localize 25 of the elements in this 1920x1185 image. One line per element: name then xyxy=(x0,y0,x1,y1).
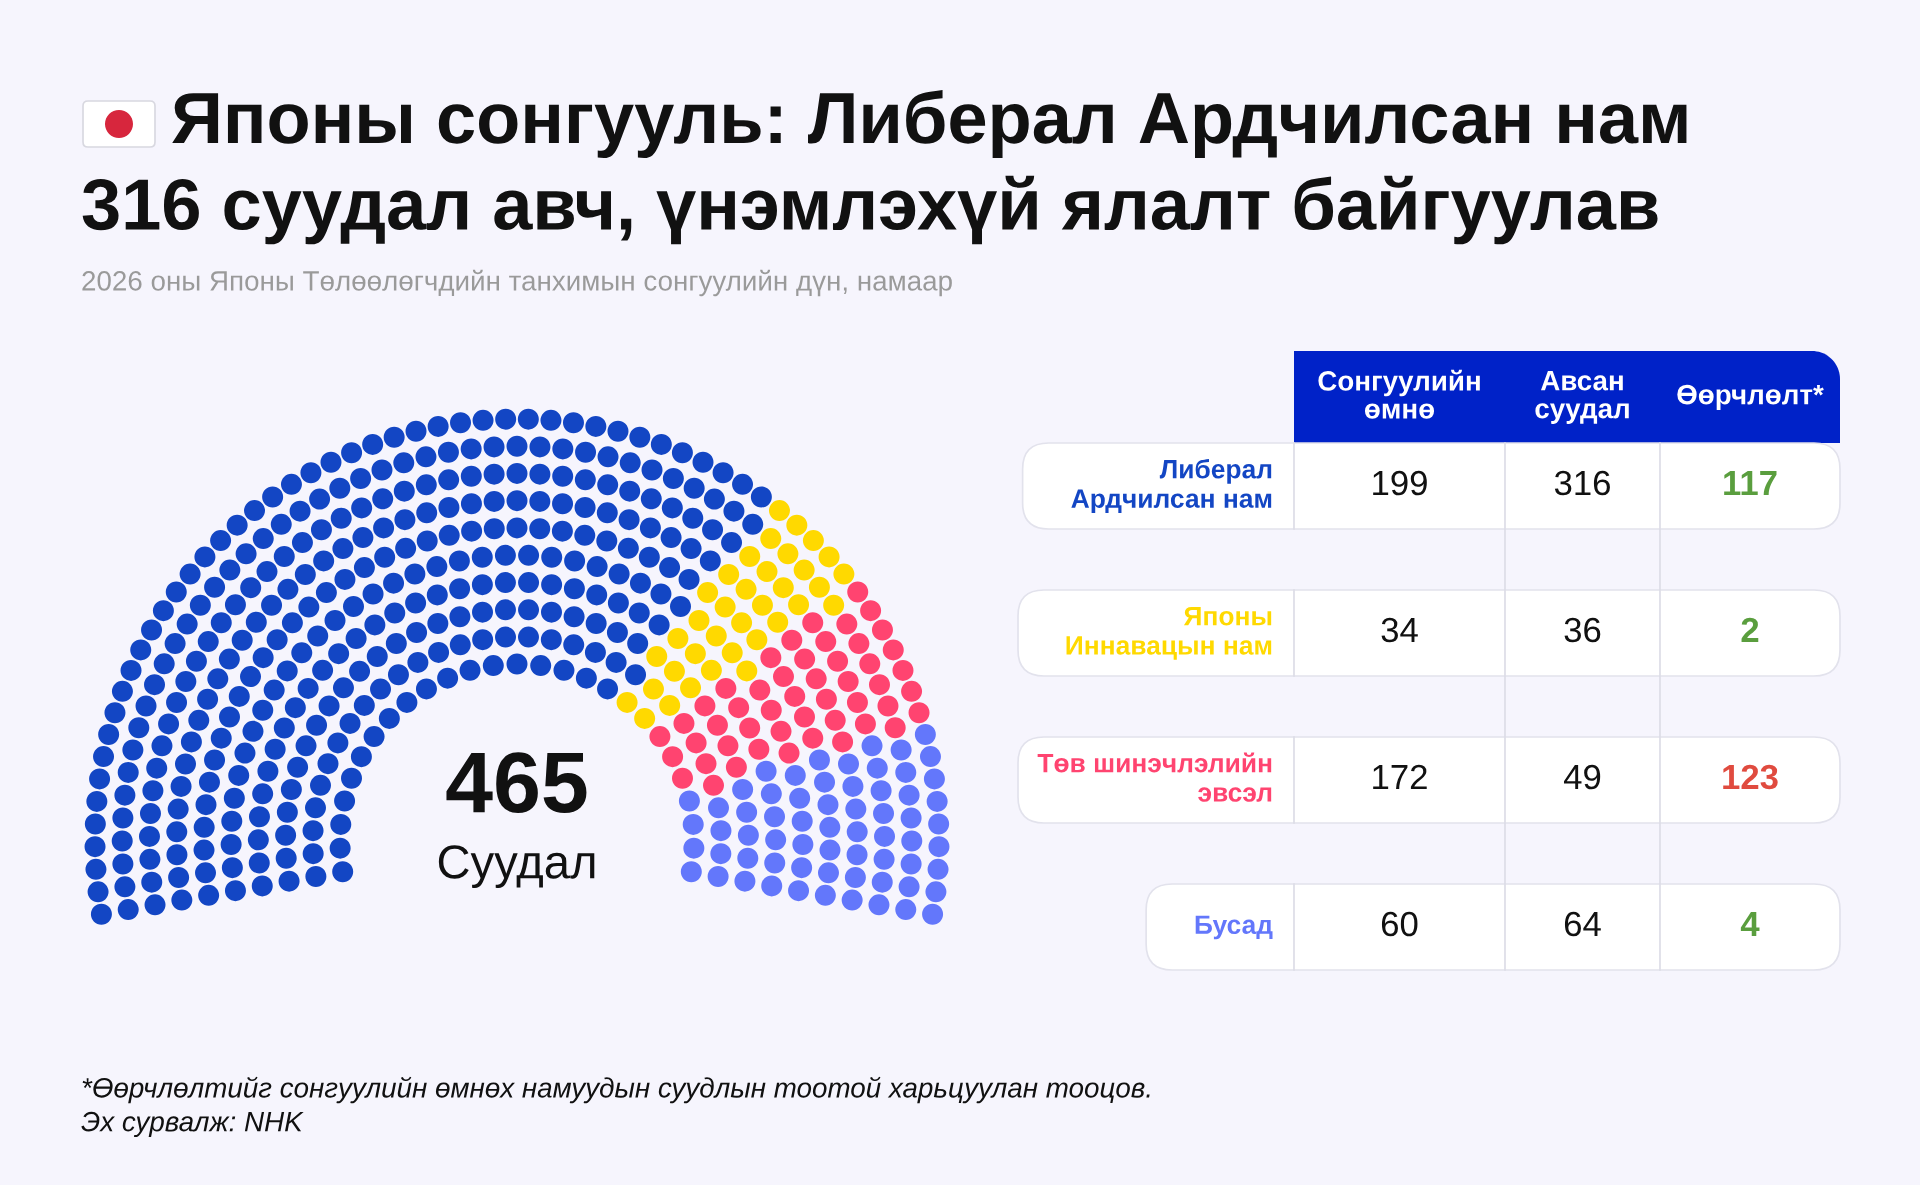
category-label: Японы Иннавацын нам xyxy=(1066,606,1272,660)
data-label: 60 xyxy=(1381,911,1418,937)
text: 2026 оны Японы Төлөөлөгчдийн танхимын сонгуулийн дүн, намаар xyxy=(82,269,952,297)
text: 465 xyxy=(446,752,587,814)
category-label: Төв шинэчлэлийн эвсэл xyxy=(1037,752,1272,802)
data-label: 36 xyxy=(1564,617,1601,643)
text: *Өөрчлөлтийг сонгуулийн өмнөх намуудын суудлын тоотой харьцуулан тооцов. xyxy=(82,1076,1150,1104)
series-label: Сонгуулийн өмнө xyxy=(1318,369,1480,419)
category-label: Либерал Ардчилсан нам xyxy=(1071,458,1272,514)
data-label: 172 xyxy=(1373,764,1427,789)
data-label: 316 xyxy=(1554,470,1610,496)
category-label: Бусад xyxy=(1195,915,1273,940)
text: Суудал xyxy=(438,845,595,889)
data-label: 4 xyxy=(1740,912,1760,936)
data-label: 2 xyxy=(1741,617,1759,642)
data-label: 64 xyxy=(1564,911,1601,937)
data-label: 117 xyxy=(1724,471,1777,495)
data-label: 34 xyxy=(1381,617,1418,643)
data-label: 123 xyxy=(1723,764,1778,790)
text: Эх сурвалж: NHK xyxy=(81,1111,304,1137)
text: Өөрчлөлт* xyxy=(1677,384,1824,410)
data-label: 49 xyxy=(1563,764,1601,790)
text: Японы сонгууль: Либерал Ардчилсан нам 316 суудал авч, үнэмлэхүй ялалт байгуулав xyxy=(82,90,1687,245)
text: Авсан суудал xyxy=(1535,371,1629,424)
data-label: 199 xyxy=(1373,470,1427,496)
